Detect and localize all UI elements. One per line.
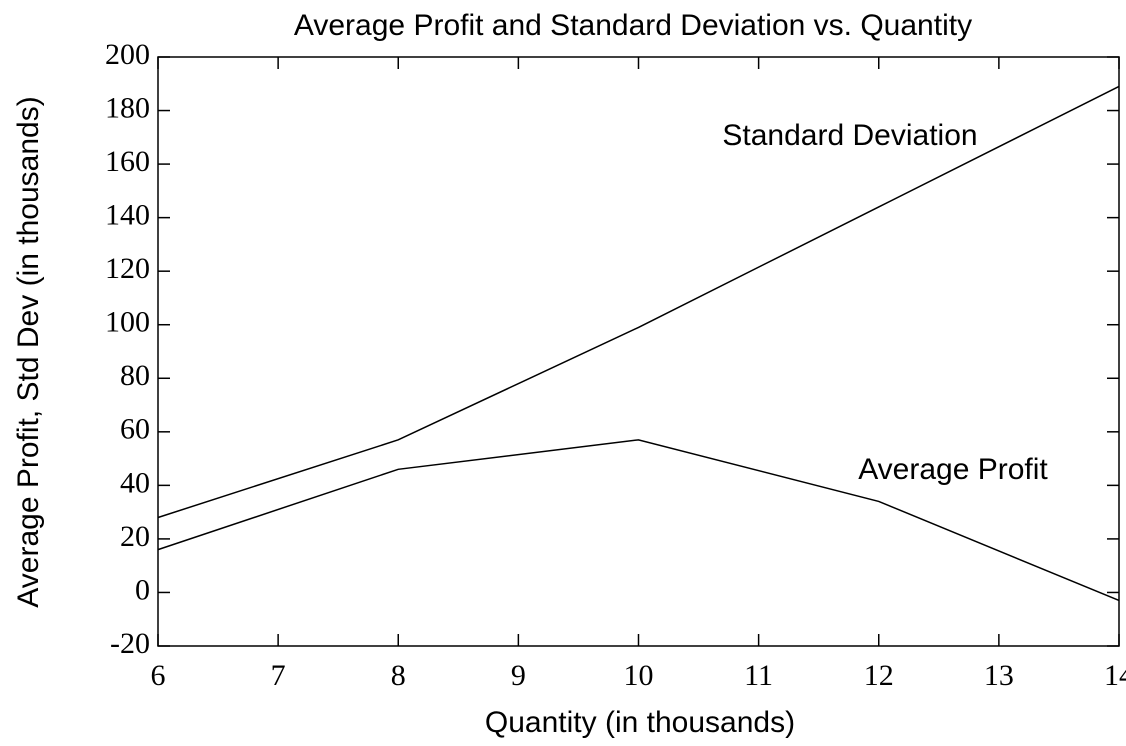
x-tick-label: 9 <box>511 659 526 692</box>
x-tick-label: 10 <box>624 659 654 692</box>
y-tick-label: 120 <box>105 252 150 285</box>
y-tick-label: 200 <box>105 38 150 71</box>
x-tick-label: 8 <box>391 659 406 692</box>
x-tick-label: 6 <box>151 659 166 692</box>
x-tick-label: 7 <box>271 659 286 692</box>
y-tick-label: 60 <box>120 413 150 446</box>
y-tick-label: 100 <box>105 306 150 339</box>
series-label: Average Profit <box>858 453 1048 486</box>
y-tick-label: 20 <box>120 520 150 553</box>
y-tick-label: 140 <box>105 199 150 232</box>
y-tick-label: -20 <box>110 627 150 660</box>
x-tick-label: 11 <box>744 659 773 692</box>
x-axis-label: Quantity (in thousands) <box>485 706 795 739</box>
series-label: Standard Deviation <box>722 119 977 152</box>
y-tick-label: 160 <box>105 145 150 178</box>
y-tick-label: 80 <box>120 359 150 392</box>
chart-title: Average Profit and Standard Deviation vs… <box>294 9 972 42</box>
x-tick-label: 14 <box>1104 659 1126 692</box>
data-line <box>157 439 1120 602</box>
y-tick-label: 0 <box>135 573 150 606</box>
x-tick-label: 12 <box>864 659 894 692</box>
y-tick-label: 180 <box>105 91 150 124</box>
data-line <box>157 85 1120 519</box>
x-tick-label: 13 <box>984 659 1014 692</box>
y-tick-label: 40 <box>120 466 150 499</box>
y-axis-label: Average Profit, Std Dev (in thousands) <box>12 96 45 607</box>
